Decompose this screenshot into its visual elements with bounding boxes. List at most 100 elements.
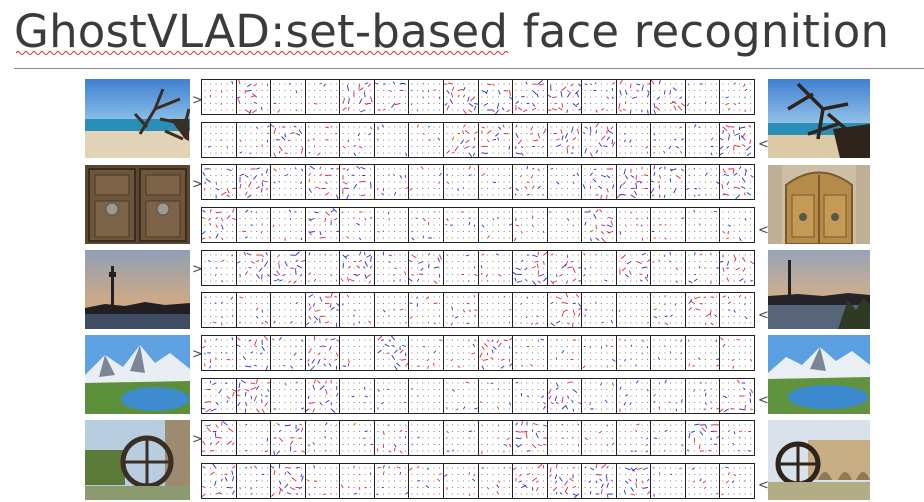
descriptor-cell <box>374 80 410 114</box>
descriptor-cell <box>375 293 410 327</box>
descriptor-cell <box>271 80 306 114</box>
descriptor-cell <box>617 336 652 370</box>
descriptor-cell <box>548 293 583 327</box>
descriptor-cell <box>409 80 444 114</box>
descriptor-cell <box>340 379 375 413</box>
descriptor-cell <box>305 293 341 327</box>
descriptor-cell <box>479 208 514 242</box>
descriptor-cell <box>271 336 306 370</box>
descriptor-cell <box>202 251 237 285</box>
descriptor-cell <box>513 123 548 157</box>
descriptor-cell <box>375 421 410 455</box>
descriptor-strip <box>201 463 755 499</box>
descriptor-cell <box>720 208 754 242</box>
descriptor-cell <box>375 464 410 498</box>
descriptor-cell <box>202 293 237 327</box>
descriptor-cell <box>582 336 617 370</box>
descriptor-cell <box>479 80 514 114</box>
descriptor-cell <box>236 336 272 370</box>
descriptor-cell <box>686 123 721 157</box>
descriptor-cell <box>548 251 583 285</box>
beach-driftwood-photo <box>85 79 190 158</box>
descriptor-cell <box>340 251 375 285</box>
descriptor-cell <box>444 165 479 199</box>
descriptor-cell <box>271 208 306 242</box>
descriptor-cell <box>409 293 444 327</box>
descriptor-cell <box>340 421 375 455</box>
descriptor-cell <box>375 123 410 157</box>
descriptor-cell <box>651 165 686 199</box>
descriptor-strip <box>201 122 755 158</box>
descriptor-cell <box>409 336 444 370</box>
descriptor-cell <box>271 379 306 413</box>
descriptor-cell <box>720 165 754 199</box>
descriptor-cell <box>547 379 583 413</box>
descriptor-cell <box>237 165 272 199</box>
descriptor-cell <box>513 165 548 199</box>
descriptor-cell <box>306 251 341 285</box>
waterwheel-bridge-photo <box>768 420 870 500</box>
descriptor-cell <box>340 293 375 327</box>
descriptor-cell <box>617 379 652 413</box>
descriptor-cell <box>547 80 583 114</box>
descriptor-cell <box>617 208 652 242</box>
descriptor-cell <box>409 421 444 455</box>
arrow-right-icon: > <box>192 262 203 277</box>
descriptor-cell <box>582 165 617 199</box>
descriptor-cell <box>513 208 548 242</box>
descriptor-cell <box>617 251 652 285</box>
descriptor-cell <box>513 293 548 327</box>
descriptor-cell <box>306 208 341 242</box>
arrow-left-icon: < <box>758 393 769 408</box>
waterwheel-river-photo <box>85 420 190 500</box>
descriptor-cell <box>271 123 306 157</box>
descriptor-cell <box>720 464 754 498</box>
descriptor-cell <box>375 251 410 285</box>
descriptor-cell <box>513 336 548 370</box>
descriptor-cell <box>479 379 514 413</box>
slide-title: GhostVLAD:set-based face recognition <box>14 5 890 58</box>
descriptor-cell <box>236 379 272 413</box>
descriptor-cell <box>548 123 583 157</box>
descriptor-cell <box>479 123 514 157</box>
descriptor-cell <box>479 336 514 370</box>
descriptor-cell <box>513 464 548 498</box>
descriptor-cell <box>617 464 652 498</box>
descriptor-cell <box>409 165 444 199</box>
descriptor-cell <box>479 165 514 199</box>
descriptor-cell <box>686 208 721 242</box>
descriptor-cell <box>582 379 617 413</box>
descriptor-cell <box>686 464 721 498</box>
arrow-left-icon: < <box>758 137 769 152</box>
descriptor-cell <box>513 379 548 413</box>
descriptor-cell <box>375 336 410 370</box>
arrow-right-icon: > <box>192 93 203 108</box>
descriptor-cell <box>651 80 686 114</box>
descriptor-cell <box>582 208 617 242</box>
descriptor-cell <box>651 208 686 242</box>
descriptor-cell <box>271 421 306 455</box>
descriptor-strip <box>201 207 755 243</box>
descriptor-cell <box>340 165 375 199</box>
arrow-right-icon: > <box>192 347 203 362</box>
descriptor-cell <box>720 80 754 114</box>
descriptor-cell <box>513 421 548 455</box>
descriptor-cell <box>444 464 479 498</box>
arrow-left-icon: < <box>758 478 769 493</box>
descriptor-cell <box>444 208 479 242</box>
descriptor-strip <box>201 420 755 456</box>
arrow-left-icon: < <box>758 223 769 238</box>
carved-wooden-door-knockers-photo <box>85 165 190 244</box>
descriptor-cell <box>306 464 341 498</box>
descriptor-cell <box>271 251 306 285</box>
descriptor-cell <box>202 165 237 199</box>
descriptor-cell <box>617 80 652 114</box>
descriptor-cell <box>202 379 237 413</box>
descriptor-cell <box>444 251 479 285</box>
descriptor-cell <box>202 80 237 114</box>
tower-skyline-dusk-photo <box>85 250 190 329</box>
descriptor-cell <box>409 251 444 285</box>
descriptor-cell <box>305 379 341 413</box>
descriptor-cell <box>409 464 444 498</box>
descriptor-cell <box>237 123 272 157</box>
